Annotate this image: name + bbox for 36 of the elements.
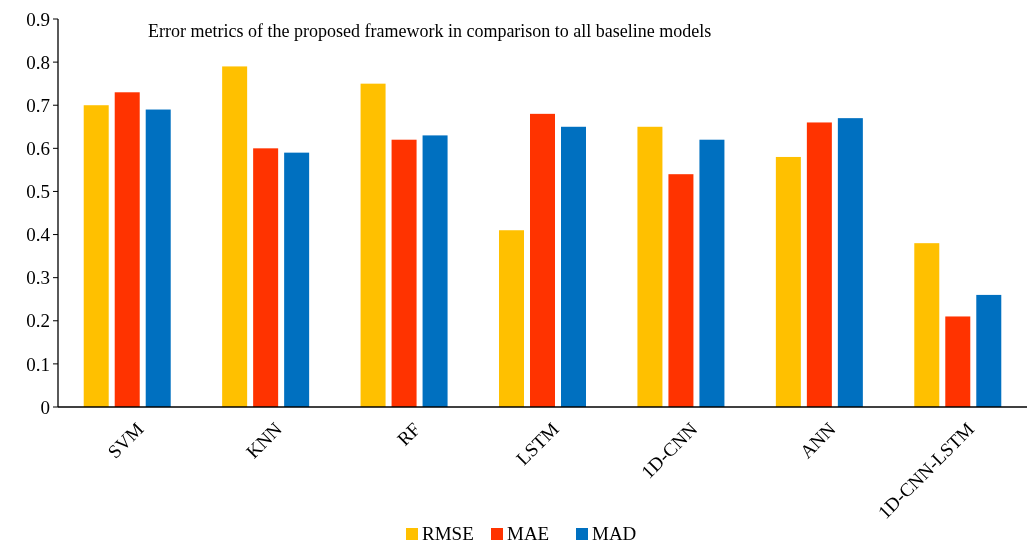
bar xyxy=(145,109,171,407)
y-tick-label: 0.3 xyxy=(26,267,50,289)
bar xyxy=(222,66,248,407)
bar xyxy=(284,152,310,407)
bar xyxy=(976,294,1002,407)
bar xyxy=(391,139,417,407)
bar xyxy=(83,105,109,407)
y-tick-label: 0.7 xyxy=(26,94,50,116)
y-tick-label: 0 xyxy=(40,396,50,418)
chart-title: Error metrics of the proposed framework in comparison to all baseline models xyxy=(148,21,712,41)
y-tick-label: 0.2 xyxy=(26,310,50,332)
y-tick-label: 0.8 xyxy=(26,51,50,73)
x-tick-label: RF xyxy=(393,418,425,450)
bar xyxy=(499,230,524,407)
bar xyxy=(530,113,555,407)
y-tick-label: 0.9 xyxy=(26,8,50,30)
legend-label: RMSE xyxy=(422,523,474,544)
bar xyxy=(360,83,386,407)
bar xyxy=(253,148,279,407)
bar xyxy=(914,243,940,407)
bar xyxy=(561,126,586,407)
bar xyxy=(637,126,663,407)
y-tick-label: 0.1 xyxy=(26,353,50,375)
bar xyxy=(806,122,832,407)
legend-label: MAE xyxy=(507,523,550,544)
y-tick-label: 0.6 xyxy=(26,137,50,159)
y-tick-label: 0.5 xyxy=(26,181,50,203)
bar xyxy=(775,156,801,407)
bar xyxy=(422,135,448,407)
y-tick-label: 0.4 xyxy=(26,224,51,246)
legend-label: MAD xyxy=(592,523,637,544)
bar xyxy=(668,174,694,407)
bar xyxy=(837,118,863,407)
bar xyxy=(945,316,971,407)
bar xyxy=(114,92,140,407)
bar xyxy=(699,139,725,407)
